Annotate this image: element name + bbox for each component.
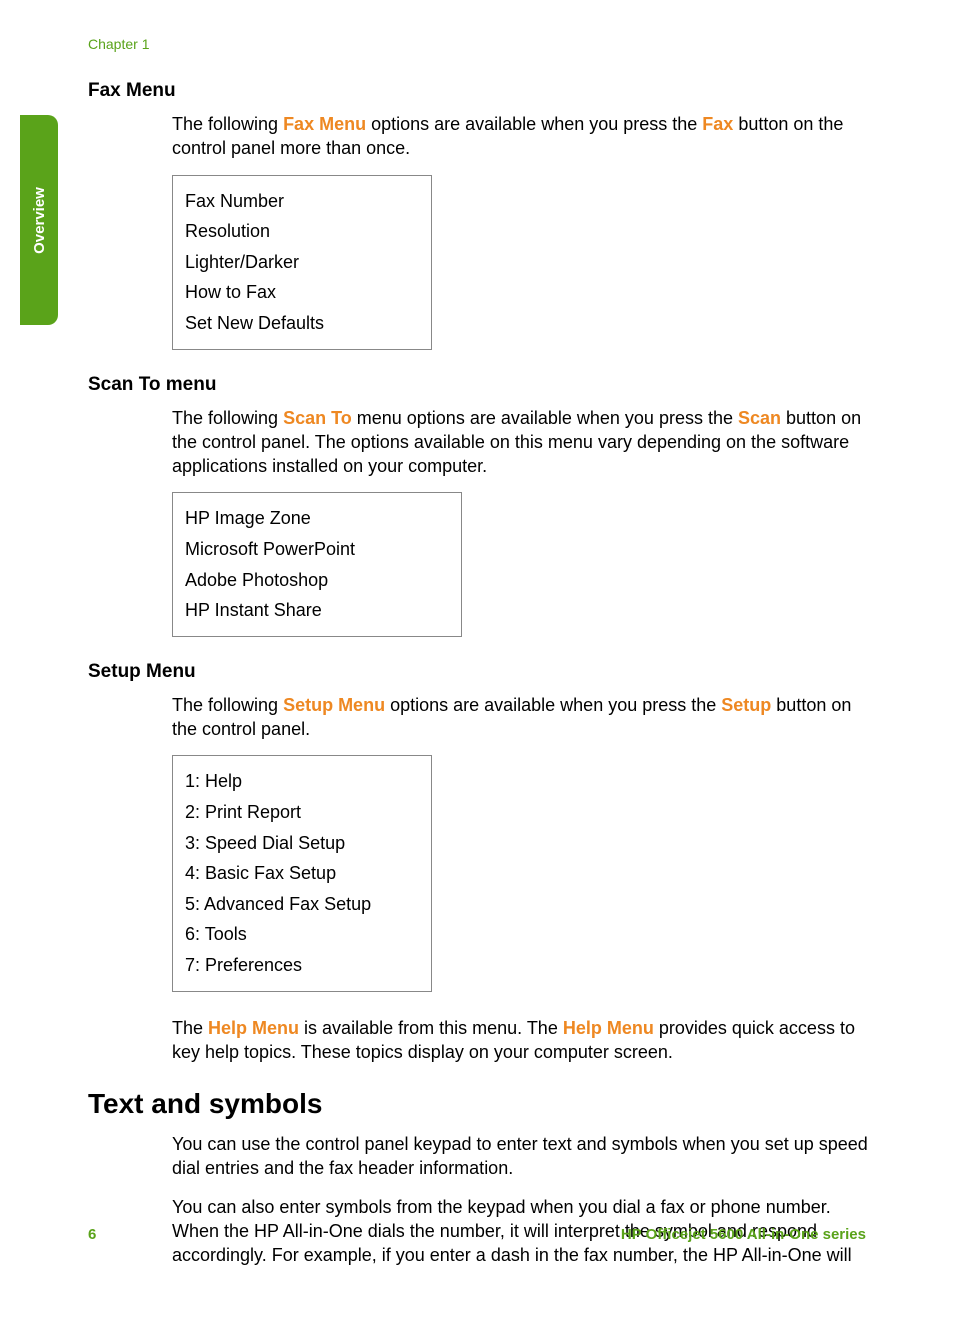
menu-item: 2: Print Report: [185, 797, 419, 828]
menu-item: 7: Preferences: [185, 950, 419, 981]
fax-menu-box: Fax Number Resolution Lighter/Darker How…: [172, 175, 432, 350]
chapter-label: Chapter 1: [88, 36, 868, 52]
setup-intro: The following Setup Menu options are ava…: [172, 693, 868, 742]
fax-intro: The following Fax Menu options are avail…: [172, 112, 868, 161]
sidebar-tab: Overview: [20, 115, 58, 325]
section-title-setup: Setup Menu: [88, 661, 868, 683]
highlight-scan: Scan: [738, 408, 781, 428]
text: The following: [172, 408, 283, 428]
setup-outro: The Help Menu is available from this men…: [172, 1016, 868, 1065]
highlight-fax-menu: Fax Menu: [283, 114, 366, 134]
menu-item: Fax Number: [185, 186, 419, 217]
text: options are available when you press the: [385, 695, 721, 715]
text: The following: [172, 695, 283, 715]
section-title-scan: Scan To menu: [88, 374, 868, 396]
highlight-fax: Fax: [702, 114, 733, 134]
text: menu options are available when you pres…: [352, 408, 738, 428]
section-body-text-symbols: You can use the control panel keypad to …: [172, 1132, 868, 1267]
menu-item: 4: Basic Fax Setup: [185, 858, 419, 889]
menu-item: Adobe Photoshop: [185, 565, 449, 596]
menu-item: Lighter/Darker: [185, 247, 419, 278]
menu-item: 6: Tools: [185, 919, 419, 950]
menu-item: How to Fax: [185, 277, 419, 308]
menu-item: Set New Defaults: [185, 308, 419, 339]
text: The following: [172, 114, 283, 134]
page-content: Chapter 1 Fax Menu The following Fax Men…: [88, 36, 868, 1292]
sidebar-tab-label: Overview: [31, 187, 48, 254]
scan-intro: The following Scan To menu options are a…: [172, 406, 868, 479]
menu-item: Resolution: [185, 216, 419, 247]
highlight-setup: Setup: [721, 695, 771, 715]
highlight-setup-menu: Setup Menu: [283, 695, 385, 715]
section-body-scan: The following Scan To menu options are a…: [172, 406, 868, 637]
text-symbols-para1: You can use the control panel keypad to …: [172, 1132, 868, 1181]
highlight-help-menu-1: Help Menu: [208, 1018, 299, 1038]
text: options are available when you press the: [366, 114, 702, 134]
footer-page-number: 6: [88, 1226, 96, 1243]
menu-item: 3: Speed Dial Setup: [185, 828, 419, 859]
highlight-scan-to: Scan To: [283, 408, 352, 428]
scan-menu-box: HP Image Zone Microsoft PowerPoint Adobe…: [172, 492, 462, 636]
menu-item: Microsoft PowerPoint: [185, 534, 449, 565]
menu-item: HP Image Zone: [185, 503, 449, 534]
menu-item: 1: Help: [185, 766, 419, 797]
section-body-setup: The following Setup Menu options are ava…: [172, 693, 868, 1064]
setup-menu-box: 1: Help 2: Print Report 3: Speed Dial Se…: [172, 755, 432, 991]
heading-text-and-symbols: Text and symbols: [88, 1088, 868, 1120]
highlight-help-menu-2: Help Menu: [563, 1018, 654, 1038]
text: is available from this menu. The: [299, 1018, 563, 1038]
text: The: [172, 1018, 208, 1038]
section-body-fax: The following Fax Menu options are avail…: [172, 112, 868, 350]
menu-item: 5: Advanced Fax Setup: [185, 889, 419, 920]
footer-product: HP Officejet 5600 All-in-One series: [621, 1226, 866, 1243]
section-title-fax: Fax Menu: [88, 80, 868, 102]
menu-item: HP Instant Share: [185, 595, 449, 626]
